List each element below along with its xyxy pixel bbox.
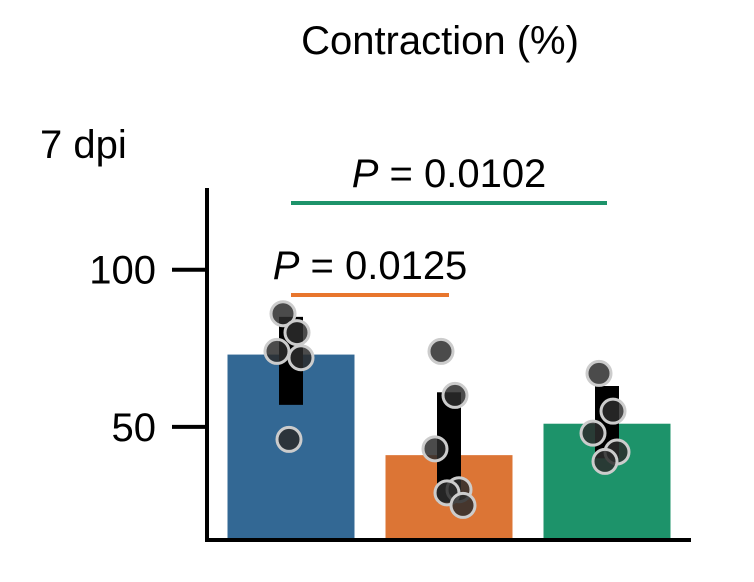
data-point xyxy=(269,300,297,328)
data-point xyxy=(275,425,303,453)
panel-label: 7 dpi xyxy=(40,123,127,167)
data-point xyxy=(441,381,469,409)
data-point xyxy=(599,397,627,425)
chart-title: Contraction (%) xyxy=(301,19,579,63)
data-point xyxy=(591,447,619,475)
data-point xyxy=(263,337,291,365)
p-value-label: P = 0.0102 xyxy=(352,152,547,196)
data-point xyxy=(427,337,455,365)
y-tick-label: 100 xyxy=(89,249,156,293)
data-point xyxy=(421,435,449,463)
data-point xyxy=(579,419,607,447)
y-tick-label: 50 xyxy=(112,406,157,450)
data-point xyxy=(449,491,477,519)
data-point xyxy=(287,344,315,372)
data-point xyxy=(585,359,613,387)
data-point xyxy=(283,319,311,347)
p-value-label: P = 0.0125 xyxy=(273,244,468,288)
